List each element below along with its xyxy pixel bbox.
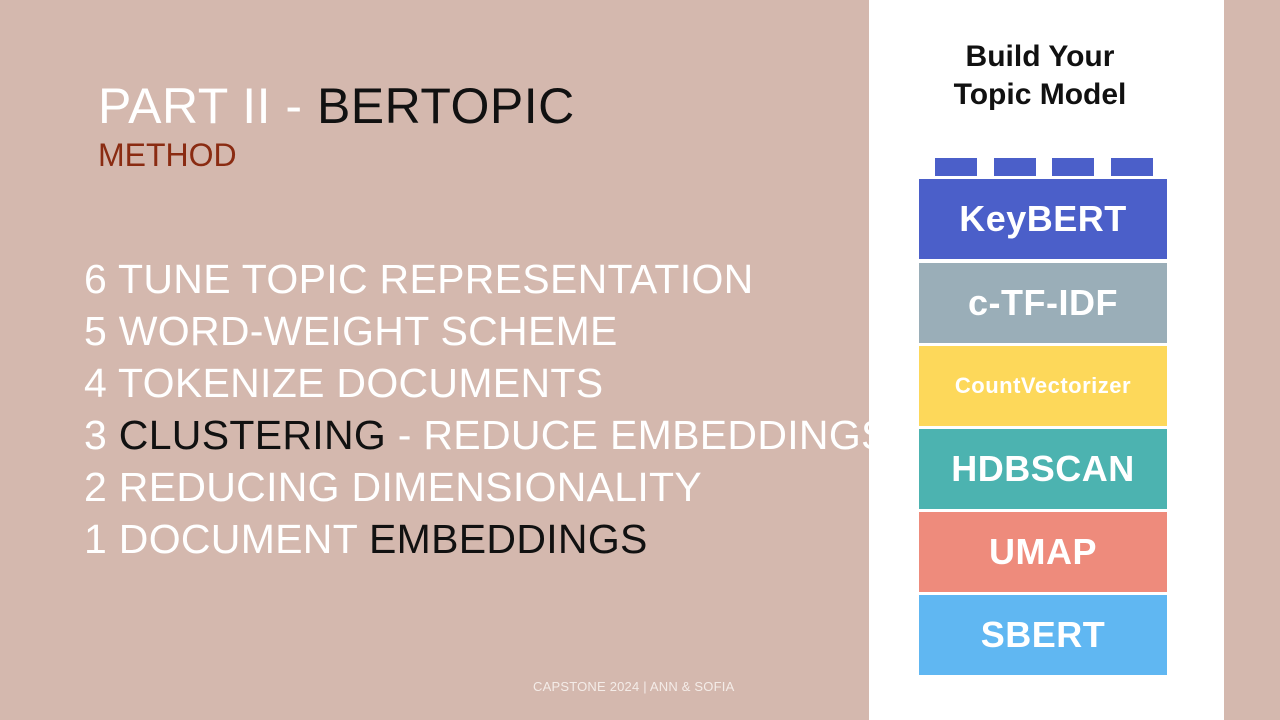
step-text: 2 REDUCING DIMENSIONALITY (84, 464, 703, 510)
block-sbert: SBERT (919, 595, 1167, 675)
method-step: 6 TUNE TOPIC REPRESENTATION (84, 253, 889, 305)
block-label: c-TF-IDF (968, 282, 1118, 323)
panel-title-line1: Build Your (965, 40, 1115, 73)
step-trail: - REDUCE EMBEDDINGS (386, 412, 889, 458)
brick-stud (1052, 158, 1094, 176)
block-umap: UMAP (919, 512, 1167, 592)
block-label: KeyBERT (959, 198, 1127, 239)
block-keybert: KeyBERT (919, 179, 1167, 259)
method-step: 3 CLUSTERING - REDUCE EMBEDDINGS (84, 409, 889, 461)
panel-title-line2: Topic Model (953, 78, 1127, 111)
brick-stud (994, 158, 1036, 176)
brick-stud (1111, 158, 1153, 176)
panel-title: Build Your Topic Model (869, 38, 1211, 114)
block-hdbscan: HDBSCAN (919, 429, 1167, 509)
step-text: 3 (84, 412, 119, 458)
block-label: SBERT (980, 614, 1106, 655)
step-text: 1 DOCUMENT (84, 516, 370, 562)
method-step: 1 DOCUMENT EMBEDDINGS (84, 513, 889, 565)
slide-subtitle: METHOD (98, 137, 237, 173)
method-steps-list: 6 TUNE TOPIC REPRESENTATION 5 WORD-WEIGH… (84, 253, 889, 565)
step-text: 6 TUNE TOPIC REPRESENTATION (84, 256, 754, 302)
block-label: UMAP (989, 531, 1097, 572)
block-label: CountVectorizer (954, 373, 1132, 398)
slide-title: PART II - BERTOPIC (98, 78, 575, 134)
block-ctfidf: c-TF-IDF (919, 263, 1167, 343)
brick-stud (935, 158, 977, 176)
step-highlight: CLUSTERING (118, 412, 387, 458)
step-text: 5 WORD-WEIGHT SCHEME (84, 308, 618, 354)
block-label: HDBSCAN (951, 448, 1135, 489)
block-countvectorizer: CountVectorizer (919, 346, 1167, 426)
slide-footer: CAPSTONE 2024 | ANN & SOFIA (533, 679, 735, 694)
slide-title-part: PART II - (98, 78, 317, 134)
step-highlight: EMBEDDINGS (369, 516, 648, 562)
method-step: 4 TOKENIZE DOCUMENTS (84, 357, 889, 409)
topic-model-panel: Build Your Topic Model KeyBERT c-TF-IDF … (869, 0, 1224, 720)
step-text: 4 TOKENIZE DOCUMENTS (84, 360, 604, 406)
slide-title-topic: BERTOPIC (316, 78, 575, 134)
method-step: 2 REDUCING DIMENSIONALITY (84, 461, 889, 513)
brick-studs (935, 158, 1165, 176)
method-step: 5 WORD-WEIGHT SCHEME (84, 305, 889, 357)
